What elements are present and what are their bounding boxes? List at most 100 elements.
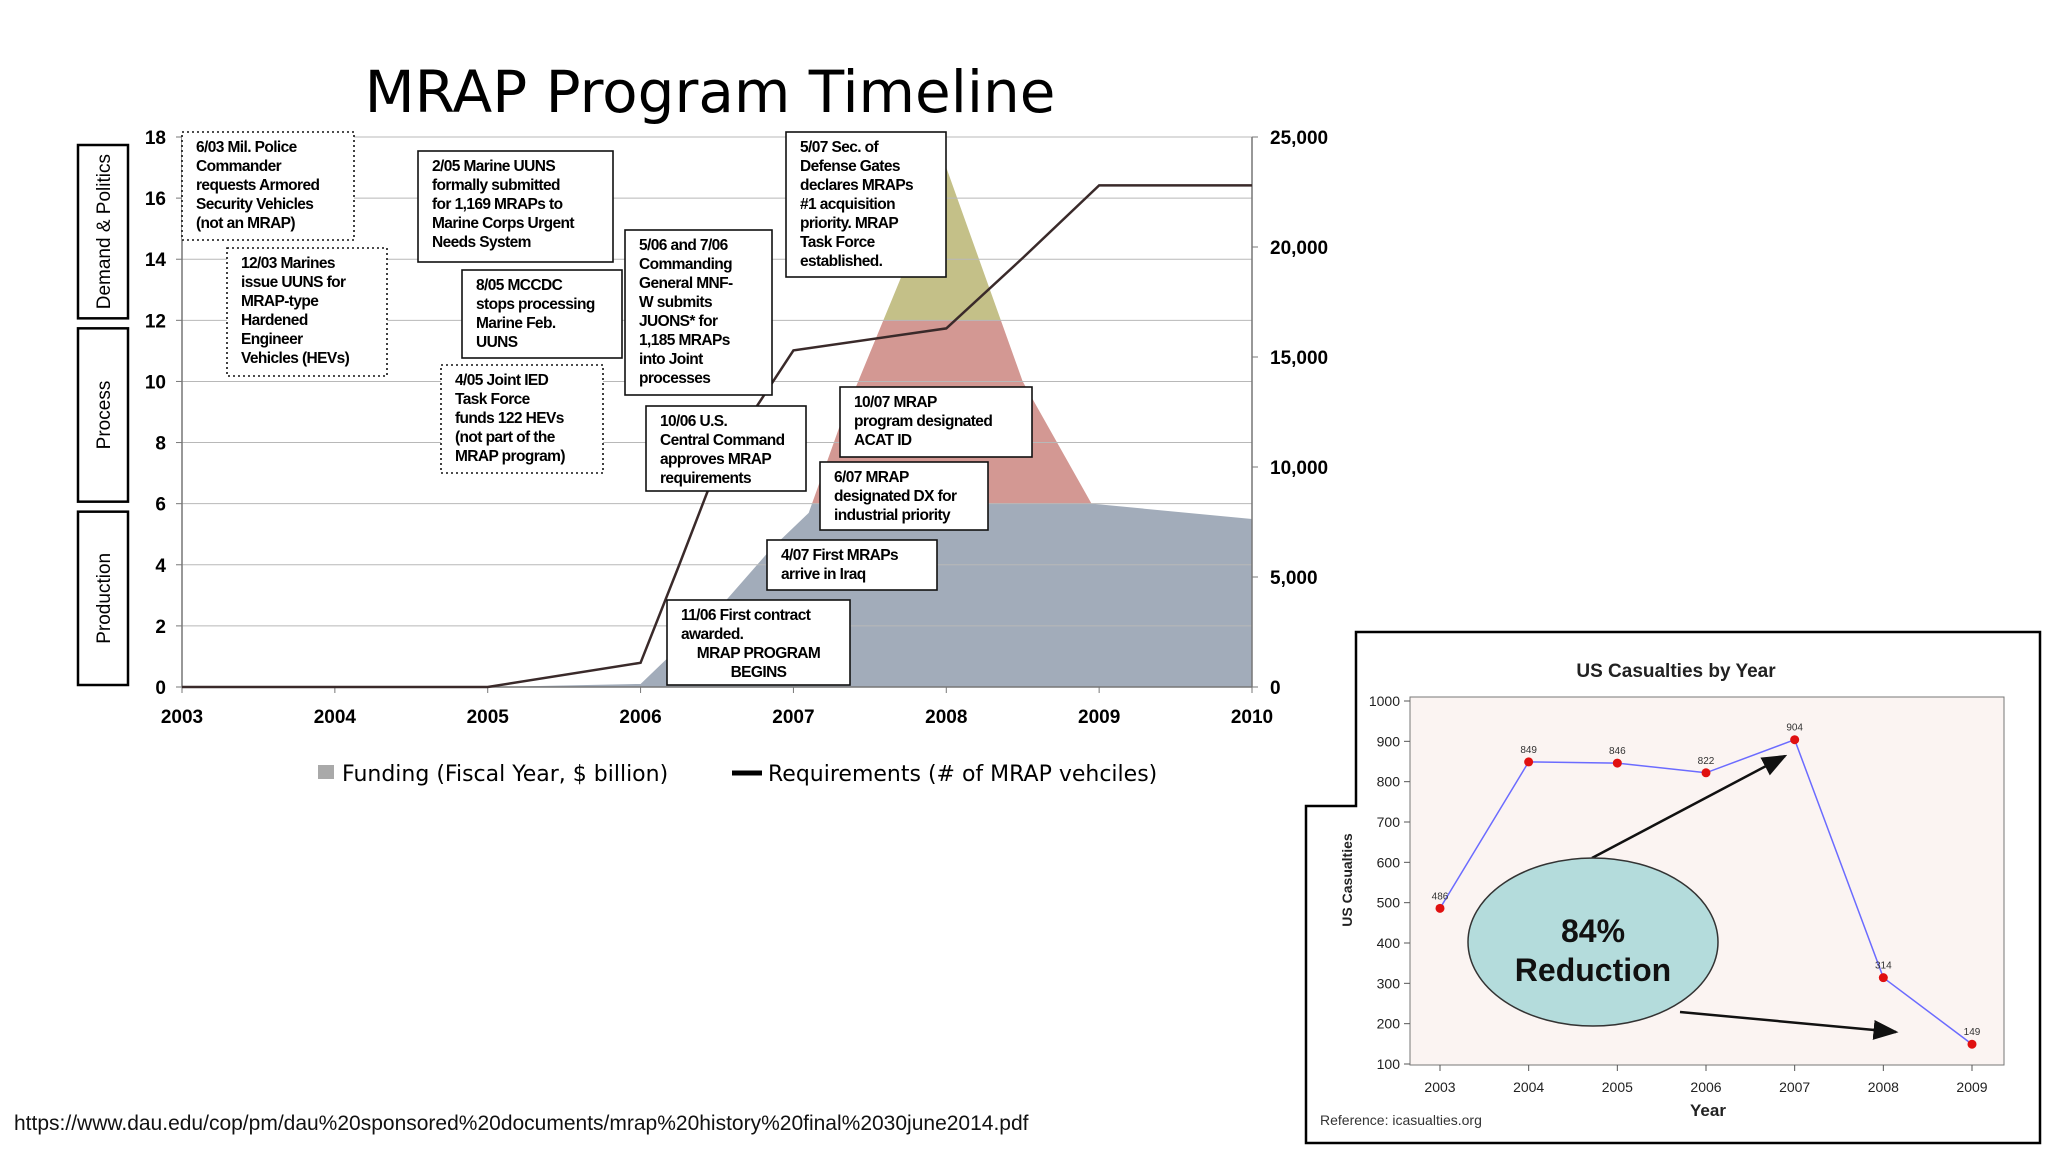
annotation-text: (not part of the xyxy=(455,429,556,446)
right-axis-tick-label: 20,000 xyxy=(1270,238,1328,259)
annotation-text: 4/05 Joint IED xyxy=(455,372,549,389)
right-axis-tick-label: 5,000 xyxy=(1270,568,1318,589)
annotation-box: 4/05 Joint IED Task Force funds 122 HEVs (n… xyxy=(440,364,604,474)
annotation-text: 6/07 MRAP xyxy=(834,469,909,486)
annotation-frame xyxy=(461,269,623,359)
annotation-text: for 1,169 MRAPs to xyxy=(432,196,563,213)
annotation-box: 2/05 Marine UUNS formally submitted for 1,… xyxy=(417,150,614,263)
annotation-text: UUNS xyxy=(476,334,518,351)
inset-x-tick-label: 2004 xyxy=(1513,1079,1544,1095)
inset-x-tick-label: 2006 xyxy=(1690,1079,1721,1095)
reduction-callout: 84% Reduction xyxy=(1467,754,1899,1040)
annotation-box: 5/07 Sec. of Defense Gates declares MRAPs #… xyxy=(785,131,947,278)
section-box xyxy=(76,510,130,687)
inset-x-tick-label: 2005 xyxy=(1602,1079,1633,1095)
annotation-text: established. xyxy=(800,253,883,270)
annotation-box: 4/07 First MRAPs arrive in Iraq xyxy=(766,539,938,591)
casualty-point xyxy=(1790,735,1800,745)
casualty-point xyxy=(1878,973,1888,983)
left-axis-tick-label: 4 xyxy=(155,556,166,577)
left-axis-tick-label: 18 xyxy=(145,128,166,149)
annotation-text: MRAP-type xyxy=(241,293,319,310)
casualty-point xyxy=(1701,768,1711,778)
annotation-text: approves MRAP xyxy=(660,451,771,468)
annotation-text: MRAP PROGRAM xyxy=(697,645,820,662)
annotation-text: 8/05 MCCDC xyxy=(476,277,563,294)
annotation-text: formally submitted xyxy=(432,177,560,194)
legend-requirements-label: Requirements (# of MRAP vehciles) xyxy=(768,762,1157,787)
annotation-text: declares MRAPs xyxy=(800,177,913,194)
inset-x-axis-label: Year xyxy=(1690,1101,1726,1120)
inset-x-tick-label: 2008 xyxy=(1868,1079,1899,1095)
source-url[interactable]: https://www.dau.edu/cop/pm/dau%20sponsor… xyxy=(14,1112,1029,1135)
inset-plot-background xyxy=(1409,696,2005,1066)
annotation-box: 11/06 First contract awarded. MRAP PROGRAM… xyxy=(666,599,851,686)
annotation-text: funds 122 HEVs xyxy=(455,410,564,427)
annotation-frame xyxy=(666,599,851,686)
annotation-frame xyxy=(226,247,388,377)
annotation-text: priority. MRAP xyxy=(800,215,898,232)
reduction-ellipse xyxy=(1467,857,1719,1027)
section-label: Production xyxy=(94,553,115,644)
legend: Funding (Fiscal Year, $ billion) Requirem… xyxy=(318,762,1157,787)
annotation-text: program designated xyxy=(854,413,992,430)
annotation-frame xyxy=(785,131,947,278)
callout-arrow-to-low xyxy=(1679,1010,1899,1040)
inset-y-tick-label: 600 xyxy=(1377,854,1401,870)
annotation-box: 5/06 and 7/06 Commanding General MNF- W sub… xyxy=(624,229,773,396)
right-axis-tick-label: 15,000 xyxy=(1270,348,1328,369)
annotation-text: Engineer xyxy=(241,331,303,348)
legend-funding-label: Funding (Fiscal Year, $ billion) xyxy=(342,762,668,787)
section-production: Production xyxy=(76,510,130,687)
x-axis-tick-label: 2005 xyxy=(467,707,510,728)
annotation-text: Task Force xyxy=(800,234,876,251)
section-labels: Production Process Demand & Politics xyxy=(76,143,130,687)
casualty-data-label: 904 xyxy=(1786,723,1803,734)
annotation-text: requirements xyxy=(660,470,751,487)
annotation-text: issue UUNS for xyxy=(241,274,346,291)
annotation-text: 1,185 MRAPs xyxy=(639,332,730,349)
annotation-frame xyxy=(819,461,989,531)
annotation-text: Commanding xyxy=(639,256,732,273)
section-label: Demand & Politics xyxy=(94,154,115,309)
annotation-text: industrial priority xyxy=(834,507,951,524)
annotation-text: JUONS* for xyxy=(639,313,718,330)
left-axis-tick-label: 0 xyxy=(155,678,166,699)
annotation-frame xyxy=(624,229,773,396)
casualty-point xyxy=(1612,758,1622,768)
reduction-label: Reduction xyxy=(1515,952,1671,988)
casualty-point xyxy=(1435,903,1445,913)
right-axis-tick-label: 10,000 xyxy=(1270,458,1328,479)
annotation-text: Security Vehicles xyxy=(196,196,313,213)
x-axis-tick-label: 2010 xyxy=(1231,707,1273,728)
annotation-text: requests Armored xyxy=(196,177,319,194)
left-axis-tick-label: 14 xyxy=(145,250,167,271)
annotation-box: 6/07 MRAP designated DX for industrial pri… xyxy=(819,461,989,531)
annotation-text: ACAT ID xyxy=(854,432,912,449)
annotation-frame xyxy=(766,539,938,591)
annotation-text: (not an MRAP) xyxy=(196,215,295,232)
x-axis-tick-label: 2006 xyxy=(619,707,661,728)
annotation-text: designated DX for xyxy=(834,488,957,505)
annotation-text: Marine Feb. xyxy=(476,315,556,332)
x-axis-tick-label: 2009 xyxy=(1078,707,1120,728)
annotation-text: Defense Gates xyxy=(800,158,900,175)
left-axis-tick-label: 2 xyxy=(155,617,166,638)
section-demand-politics: Demand & Politics xyxy=(76,143,130,320)
section-box xyxy=(76,143,130,320)
annotation-text: 11/06 First contract xyxy=(681,607,811,624)
annotation-text: W submits xyxy=(639,294,712,311)
inset-y-tick-label: 700 xyxy=(1377,814,1401,830)
inset-y-tick-label: 800 xyxy=(1377,774,1401,790)
annotation-text: 5/06 and 7/06 xyxy=(639,237,729,254)
reduction-percent: 84% xyxy=(1561,913,1625,949)
left-axis-tick-label: 8 xyxy=(155,434,166,455)
annotation-text: 5/07 Sec. of xyxy=(800,139,880,156)
casualty-data-label: 846 xyxy=(1609,746,1626,757)
us-casualties-chart: US Casualties by Year US Casualties Year… xyxy=(1304,630,2042,1145)
inset-title: US Casualties by Year xyxy=(1576,661,1776,682)
annotation-text: MRAP program) xyxy=(455,448,565,465)
inset-y-tick-label: 1000 xyxy=(1369,693,1400,709)
annotation-box: 10/06 U.S. Central Command approves MRAP re… xyxy=(645,405,807,492)
